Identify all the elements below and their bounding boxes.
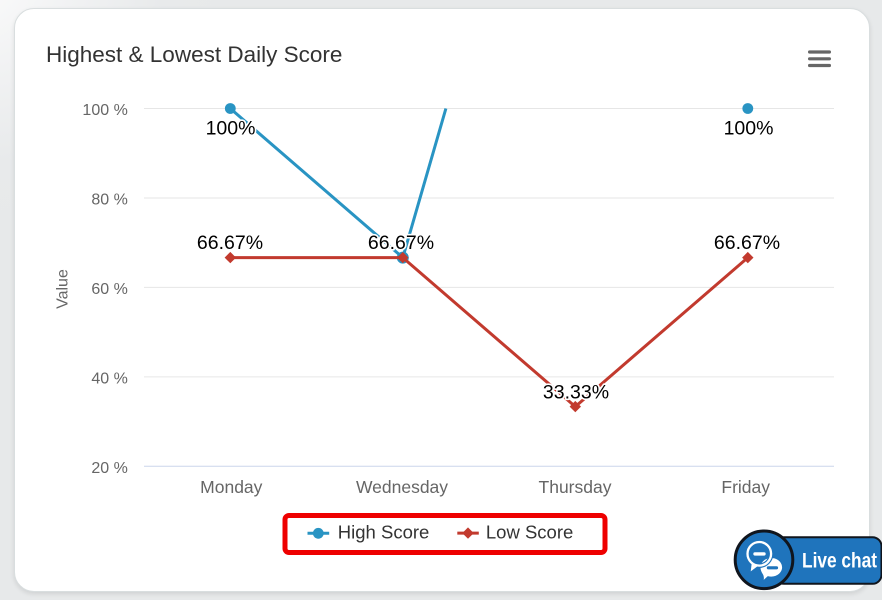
- svg-text:100%: 100%: [206, 118, 256, 140]
- svg-text:80 %: 80 %: [91, 192, 127, 209]
- svg-text:20 %: 20 %: [91, 460, 127, 477]
- svg-text:66.67%: 66.67%: [714, 232, 780, 254]
- svg-text:Monday: Monday: [200, 477, 263, 497]
- svg-text:40 %: 40 %: [91, 371, 127, 388]
- svg-text:High Score: High Score: [338, 522, 430, 543]
- svg-text:Value: Value: [54, 269, 71, 309]
- svg-text:33.33%: 33.33%: [543, 382, 609, 404]
- svg-text:Highest & Lowest Daily Score: Highest & Lowest Daily Score: [46, 42, 342, 67]
- svg-text:Live chat: Live chat: [802, 548, 877, 572]
- svg-text:Friday: Friday: [721, 477, 770, 497]
- svg-text:100%: 100%: [724, 118, 774, 140]
- svg-text:Thursday: Thursday: [539, 477, 612, 497]
- svg-text:60 %: 60 %: [91, 281, 127, 298]
- svg-text:66.67%: 66.67%: [368, 232, 434, 254]
- svg-text:66.67%: 66.67%: [197, 232, 263, 254]
- svg-text:100 %: 100 %: [82, 102, 127, 119]
- svg-text:Low Score: Low Score: [486, 522, 573, 543]
- svg-text:Wednesday: Wednesday: [356, 477, 448, 497]
